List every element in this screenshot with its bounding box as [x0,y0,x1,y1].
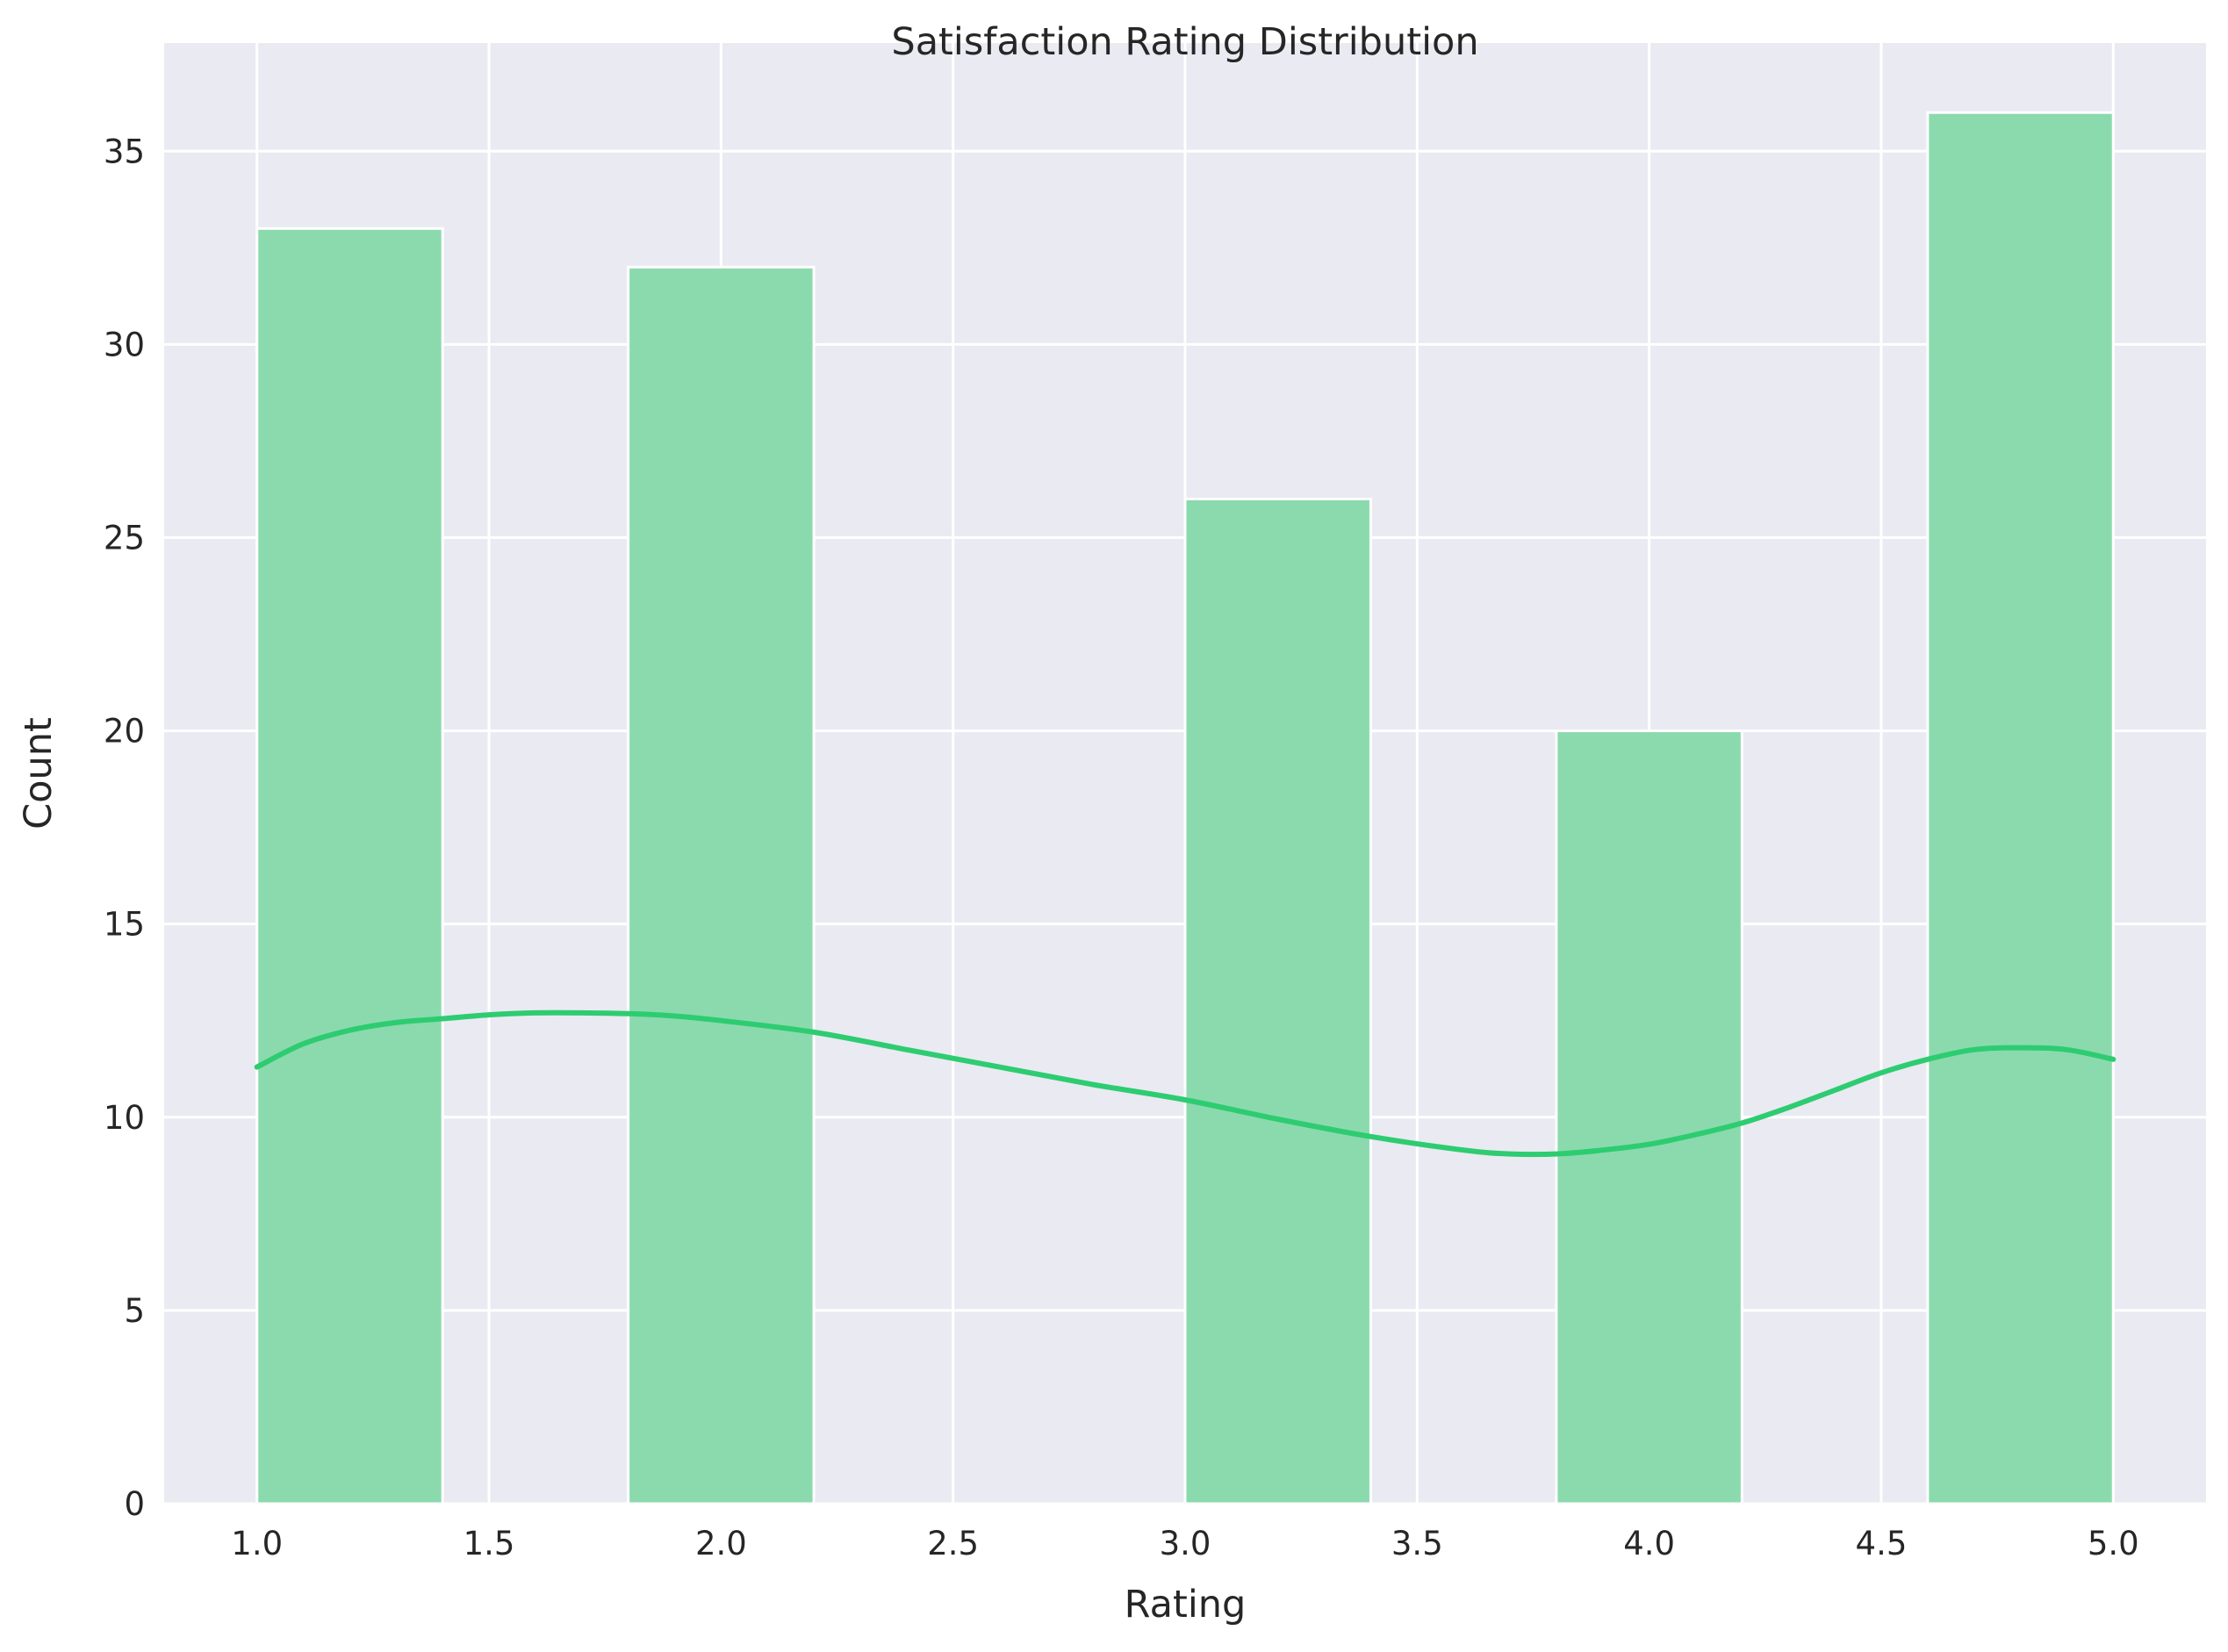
y-tick-label: 35 [104,133,145,170]
histogram-bar [1926,111,2115,1505]
x-tick-label: 3.0 [1160,1525,1211,1562]
y-tick-label: 30 [104,326,145,363]
histogram-bar [255,226,444,1505]
x-tick-label: 4.0 [1623,1525,1675,1562]
y-tick-label: 0 [124,1485,145,1523]
y-tick-label: 25 [104,519,145,557]
histogram-bars [255,111,2115,1505]
x-tick-label: 4.5 [1856,1525,1908,1562]
histogram-bar [1555,729,1743,1505]
x-axis-ticks: 1.0 1.5 2.0 2.5 3.0 3.5 4.0 4.5 5.0 [231,1525,2138,1562]
x-tick-label: 1.0 [231,1525,283,1562]
x-tick-label: 2.5 [927,1525,979,1562]
histogram-bar [1183,497,1372,1505]
chart-title: Satisfaction Rating Distribution [891,20,1478,64]
y-tick-label: 15 [104,906,145,944]
x-tick-label: 5.0 [2088,1525,2139,1562]
x-tick-label: 2.0 [695,1525,747,1562]
histogram-bar [627,265,816,1505]
y-tick-label: 10 [104,1099,145,1137]
y-tick-label: 5 [124,1292,145,1330]
y-axis-label: Count [17,717,61,830]
x-tick-label: 3.5 [1391,1525,1443,1562]
kde-curve-group [254,1009,2117,1158]
y-axis-ticks: 0 5 10 15 20 25 30 35 [104,133,145,1523]
x-axis-label: Rating [1125,1583,1247,1627]
y-tick-label: 20 [104,713,145,751]
kde-line [254,1009,2117,1158]
x-tick-label: 1.5 [464,1525,515,1562]
